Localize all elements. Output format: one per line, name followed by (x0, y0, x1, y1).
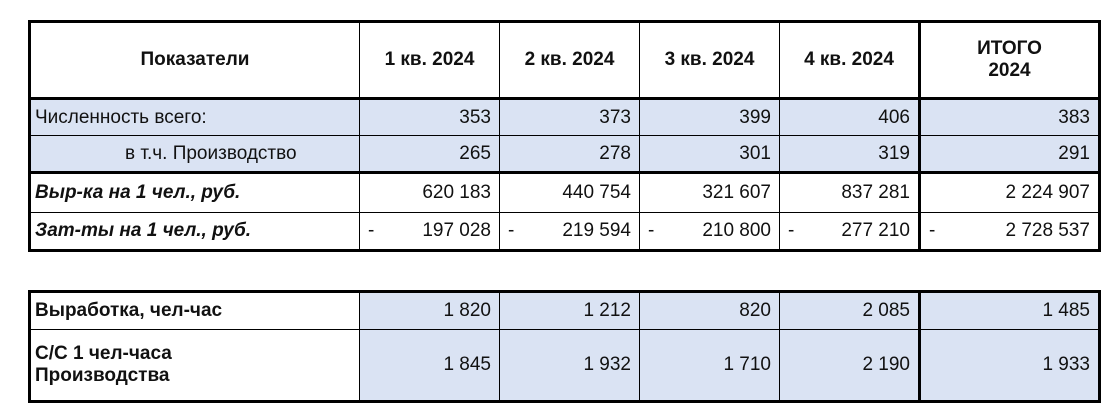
value-cell: 301 (639, 135, 780, 173)
header-text: ИТОГО 2024 (977, 38, 1042, 81)
value: 210 800 (702, 220, 771, 241)
value-cell: 837 281 (779, 172, 920, 213)
sign: - (788, 220, 795, 241)
row-label: в т.ч. Производство (29, 135, 360, 173)
row-label: Численность всего: (29, 98, 360, 136)
sign: - (508, 220, 515, 241)
label-text: С/С 1 чел-часа Производства (35, 343, 172, 386)
value-cell: 383 (918, 98, 1100, 136)
value-cell: 2 190 (779, 329, 920, 402)
data-row: Численность всего: 353 373 399 406 383 (29, 98, 1100, 136)
value-cell: 440 754 (499, 172, 640, 213)
value-cell: 321 607 (639, 172, 780, 213)
value-cell: 2 224 907 (918, 172, 1100, 213)
sign: - (368, 220, 375, 241)
value-cell: 373 (499, 98, 640, 136)
value-cell: 1 212 (499, 291, 640, 330)
value-cell: 278 (499, 135, 640, 173)
value-cell: 1 820 (359, 291, 500, 330)
value-cell: 820 (639, 291, 780, 330)
table-indicators: Показатели 1 кв. 2024 2 кв. 2024 3 кв. 2024… (28, 20, 1101, 252)
header-cell: 1 кв. 2024 (359, 21, 500, 100)
row-label: Выработка, чел-час (29, 291, 360, 330)
sign: - (648, 220, 655, 241)
header-row: Показатели 1 кв. 2024 2 кв. 2024 3 кв. 2024… (29, 21, 1100, 100)
data-row: С/С 1 чел-часа Производства 1 845 1 932 1 7… (29, 329, 1100, 402)
value-cell: 319 (779, 135, 920, 173)
value-cell: 399 (639, 98, 780, 136)
value: 277 210 (841, 220, 910, 241)
value-cell: - 197 028 (359, 212, 500, 251)
value-cell: - 210 800 (639, 212, 780, 251)
value-cell: - 219 594 (499, 212, 640, 251)
header-cell: 4 кв. 2024 (779, 21, 920, 100)
row-label: Зат-ты на 1 чел., руб. (29, 212, 360, 251)
value: 197 028 (422, 220, 491, 241)
value-cell: 406 (779, 98, 920, 136)
header-cell: ИТОГО 2024 (918, 21, 1100, 100)
value-cell: - 2 728 537 (918, 212, 1100, 251)
sign: - (929, 220, 936, 241)
data-row: Выработка, чел-час 1 820 1 212 820 2 085 1 48… (29, 291, 1100, 330)
value-cell: 2 085 (779, 291, 920, 330)
value-cell: 1 845 (359, 329, 500, 402)
table-output: Выработка, чел-час 1 820 1 212 820 2 085 1 48… (28, 290, 1101, 403)
value-cell: 265 (359, 135, 500, 173)
data-row: Выр-ка на 1 чел., руб. 620 183 440 754 321 … (29, 172, 1100, 213)
value: 2 728 537 (1005, 220, 1090, 241)
value-cell: 1 485 (918, 291, 1100, 330)
row-label: Выр-ка на 1 чел., руб. (29, 172, 360, 213)
value-cell: - 277 210 (779, 212, 920, 251)
data-row: Зат-ты на 1 чел., руб. -197 028-219 594-2… (29, 212, 1100, 251)
value-cell: 353 (359, 98, 500, 136)
value-cell: 1 933 (918, 329, 1100, 402)
value-cell: 620 183 (359, 172, 500, 213)
header-cell: 3 кв. 2024 (639, 21, 780, 100)
value-cell: 291 (918, 135, 1100, 173)
row-label: С/С 1 чел-часа Производства (29, 329, 360, 402)
value-cell: 1 710 (639, 329, 780, 402)
value: 219 594 (562, 220, 631, 241)
header-cell: 2 кв. 2024 (499, 21, 640, 100)
data-row: в т.ч. Производство 265 278 301 319 291 (29, 135, 1100, 173)
value-cell: 1 932 (499, 329, 640, 402)
header-cell: Показатели (29, 21, 360, 100)
